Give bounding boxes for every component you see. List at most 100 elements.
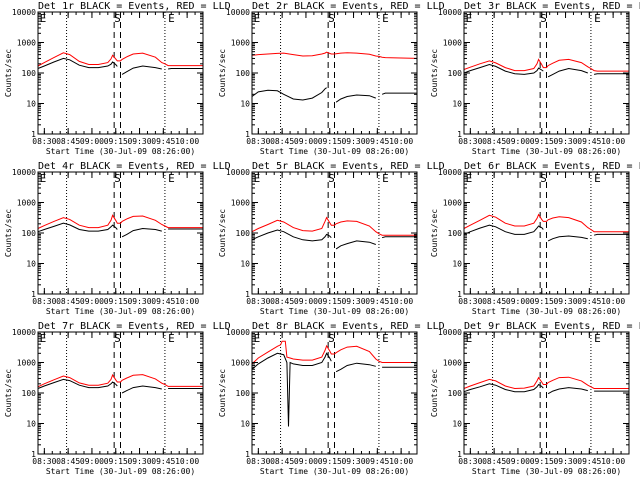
panel-title: Det 8r BLACK = Events, RED = LLD: [252, 321, 445, 332]
x-tick-label: 08:45: [56, 137, 80, 146]
y-tick-label: 10: [26, 260, 36, 269]
y-axis-label: Counts/sec: [4, 369, 13, 417]
x-tick-label: 09:15: [318, 297, 342, 306]
y-tick-label: 1000: [443, 359, 462, 368]
x-tick-label: 08:45: [56, 457, 80, 466]
x-tick-label: 09:15: [104, 137, 128, 146]
x-tick-label: 09:30: [553, 137, 577, 146]
segment-marker: S: [540, 332, 547, 345]
y-tick-label: 1: [245, 130, 250, 139]
x-tick-label: 09:30: [341, 457, 365, 466]
x-tick-label: 09:15: [104, 457, 128, 466]
series-line-events: [251, 229, 417, 250]
segment-marker: S: [328, 12, 335, 25]
series-line-lld: [463, 213, 629, 233]
series-line-lld: [463, 376, 629, 390]
x-tick-label: 09:45: [365, 297, 389, 306]
x-tick-label: 10:00: [175, 297, 199, 306]
x-tick-label: 09:45: [151, 457, 175, 466]
segment-marker: E: [594, 12, 601, 25]
series-line-events: [37, 57, 203, 75]
y-tick-label: 1: [245, 290, 250, 299]
series-line-lld: [37, 373, 203, 388]
x-tick-label: 08:30: [458, 297, 482, 306]
segment-marker: S: [114, 172, 121, 185]
x-tick-label: 08:45: [482, 297, 506, 306]
panel-title: Det 1r BLACK = Events, RED = LLD: [38, 1, 231, 12]
x-tick-label: 08:30: [246, 297, 270, 306]
y-tick-label: 10: [26, 100, 36, 109]
x-tick-label: 09:00: [506, 137, 530, 146]
y-axis-label: Counts/sec: [430, 369, 439, 417]
x-tick-label: 08:45: [482, 137, 506, 146]
series-line-lld: [251, 51, 418, 59]
y-tick-label: 100: [448, 229, 463, 238]
panel-title: Det 4r BLACK = Events, RED = LLD: [38, 161, 231, 172]
panel-title: Det 6r BLACK = Events, RED = LLD: [464, 161, 640, 172]
y-tick-label: 10000: [438, 8, 462, 17]
x-tick-label: 09:15: [530, 297, 554, 306]
series-line-events: [463, 383, 629, 395]
x-tick-label: 09:45: [577, 297, 601, 306]
x-tick-label: 09:30: [127, 297, 151, 306]
series-line-events: [37, 378, 203, 394]
y-tick-label: 10000: [12, 328, 36, 337]
x-tick-label: 08:30: [458, 137, 482, 146]
series-line-lld: [251, 216, 417, 236]
x-tick-label: 09:45: [151, 297, 175, 306]
x-tick-label: 09:00: [294, 137, 318, 146]
y-tick-label: 10: [240, 100, 250, 109]
y-tick-label: 100: [236, 229, 251, 238]
x-tick-label: 09:30: [553, 457, 577, 466]
x-axis-label: Start Time (30-Jul-09 08:26:00): [260, 147, 409, 156]
segment-marker: E: [40, 332, 47, 345]
series-line-events: [463, 224, 629, 242]
y-tick-label: 10000: [12, 8, 36, 17]
panel-det-2: Det 2r BLACK = Events, RED = LLD 1 10 100 10…: [218, 1, 445, 156]
x-tick-label: 08:30: [32, 297, 56, 306]
x-tick-label: 09:00: [294, 457, 318, 466]
x-axis-label: Start Time (30-Jul-09 08:26:00): [46, 147, 195, 156]
x-tick-label: 09:45: [577, 457, 601, 466]
series-line-lld: [37, 214, 203, 229]
y-tick-label: 100: [448, 389, 463, 398]
x-tick-label: 08:30: [458, 457, 482, 466]
y-tick-label: 10000: [12, 168, 36, 177]
y-tick-label: 1: [31, 450, 36, 459]
y-tick-label: 100: [22, 69, 37, 78]
segment-marker: E: [168, 332, 175, 345]
y-axis-label: Counts/sec: [218, 209, 227, 257]
y-axis-label: Counts/sec: [430, 209, 439, 257]
y-tick-label: 100: [22, 229, 37, 238]
y-tick-label: 1000: [17, 359, 36, 368]
segment-marker: E: [254, 172, 261, 185]
series-line-events: [251, 352, 417, 427]
x-tick-label: 09:45: [577, 137, 601, 146]
panel-title: Det 9r BLACK = Events, RED = LLD: [464, 321, 640, 332]
y-tick-label: 1: [457, 130, 462, 139]
y-tick-label: 10: [452, 420, 462, 429]
segment-marker: S: [328, 332, 335, 345]
segment-marker: E: [382, 12, 389, 25]
x-tick-label: 09:15: [318, 457, 342, 466]
panel-det-1: Det 1r BLACK = Events, RED = LLD 1 10 100 10…: [4, 1, 231, 156]
panel-det-4: Det 4r BLACK = Events, RED = LLD 1 10 100 10…: [4, 161, 231, 316]
x-tick-label: 08:45: [482, 457, 506, 466]
x-axis-label: Start Time (30-Jul-09 08:26:00): [46, 307, 195, 316]
x-tick-label: 08:45: [270, 297, 294, 306]
x-tick-label: 10:00: [389, 457, 413, 466]
y-tick-label: 1: [31, 290, 36, 299]
panel-det-6: Det 6r BLACK = Events, RED = LLD 1 10 100 10…: [430, 161, 640, 316]
x-tick-label: 08:30: [246, 457, 270, 466]
panel-det-5: Det 5r BLACK = Events, RED = LLD 1 10 100 10…: [218, 161, 445, 316]
x-tick-label: 09:45: [365, 457, 389, 466]
x-tick-label: 09:15: [318, 137, 342, 146]
x-tick-label: 10:00: [389, 137, 413, 146]
segment-marker: E: [254, 12, 261, 25]
x-axis-label: Start Time (30-Jul-09 08:26:00): [472, 467, 621, 476]
y-tick-label: 100: [236, 389, 251, 398]
panel-det-9: Det 9r BLACK = Events, RED = LLD 1 10 100 10…: [430, 321, 640, 476]
y-tick-label: 1000: [231, 39, 250, 48]
y-tick-label: 10: [240, 420, 250, 429]
y-tick-label: 1: [31, 130, 36, 139]
